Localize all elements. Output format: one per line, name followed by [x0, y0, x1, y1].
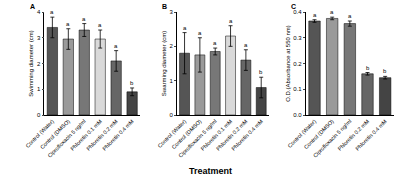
svg-text:3: 3 [169, 9, 173, 15]
svg-text:0.1: 0.1 [293, 86, 302, 92]
svg-text:Treatment: Treatment [189, 166, 232, 176]
svg-text:B: B [162, 3, 167, 10]
svg-text:4: 4 [37, 9, 41, 15]
svg-text:a: a [114, 43, 118, 49]
svg-text:O.D.(Absorbance at 550 nm): O.D.(Absorbance at 550 nm) [285, 25, 291, 102]
svg-text:Control (DMSO): Control (DMSO) [39, 118, 71, 150]
svg-text:3: 3 [37, 35, 41, 41]
svg-text:Phloretin 0.4 mM: Phloretin 0.4 mM [230, 118, 264, 152]
svg-text:C: C [291, 3, 296, 10]
svg-text:b: b [366, 65, 370, 71]
svg-text:Phloretin 0.4 mM: Phloretin 0.4 mM [101, 118, 135, 152]
svg-text:a: a [98, 22, 102, 28]
svg-text:b: b [383, 68, 387, 74]
svg-text:a: a [198, 30, 202, 36]
svg-text:a: a [213, 40, 217, 46]
svg-text:a: a [66, 21, 70, 27]
svg-text:Swimming diameter (cm): Swimming diameter (cm) [28, 30, 34, 96]
svg-text:a: a [313, 12, 317, 18]
svg-text:Control (Water): Control (Water) [24, 118, 55, 149]
svg-text:b: b [259, 69, 263, 75]
svg-text:0: 0 [169, 112, 173, 118]
svg-text:a: a [183, 25, 187, 31]
svg-text:Phloretin 0.2 mM: Phloretin 0.2 mM [337, 118, 371, 152]
svg-text:Phloretin 0.4 mM: Phloretin 0.4 mM [354, 118, 388, 152]
svg-text:1: 1 [37, 86, 41, 92]
svg-text:Control (Water): Control (Water) [286, 118, 317, 149]
svg-text:0: 0 [37, 112, 41, 118]
svg-text:1: 1 [169, 78, 173, 84]
svg-text:a: a [348, 13, 352, 19]
svg-text:0.3: 0.3 [293, 35, 302, 41]
svg-text:Phloretin 0.1 mM: Phloretin 0.1 mM [200, 118, 234, 152]
svg-text:Control (Water): Control (Water) [157, 118, 188, 149]
svg-text:0.0: 0.0 [293, 112, 302, 118]
svg-text:Ciprofloxacin 5 ng/ml: Ciprofloxacin 5 ng/ml [312, 118, 353, 159]
svg-text:0.2: 0.2 [293, 61, 302, 67]
svg-text:a: a [244, 42, 248, 48]
svg-text:2: 2 [37, 61, 41, 67]
svg-text:Ciprofloxacin 5 ng/ml: Ciprofloxacin 5 ng/ml [177, 118, 218, 159]
svg-text:2: 2 [169, 43, 173, 49]
svg-text:a: a [330, 9, 334, 15]
svg-text:Control (DMSO): Control (DMSO) [170, 118, 202, 150]
svg-text:Phloretin 0.2 mM: Phloretin 0.2 mM [85, 118, 119, 152]
svg-text:A: A [30, 3, 35, 10]
svg-text:a: a [229, 18, 233, 24]
svg-text:b: b [130, 80, 134, 86]
svg-text:Phloretin 0.1 mM: Phloretin 0.1 mM [69, 118, 103, 152]
svg-text:Control (DMSO): Control (DMSO) [303, 118, 335, 150]
svg-text:Ciprofloxacin 5 ng/ml: Ciprofloxacin 5 ng/ml [46, 118, 87, 159]
svg-text:Swarming diameter (cm): Swarming diameter (cm) [161, 31, 167, 96]
svg-text:0.4: 0.4 [293, 9, 302, 15]
svg-text:a: a [50, 9, 54, 15]
svg-text:Phloretin 0.2 mM: Phloretin 0.2 mM [215, 118, 249, 152]
svg-text:a: a [82, 16, 86, 22]
